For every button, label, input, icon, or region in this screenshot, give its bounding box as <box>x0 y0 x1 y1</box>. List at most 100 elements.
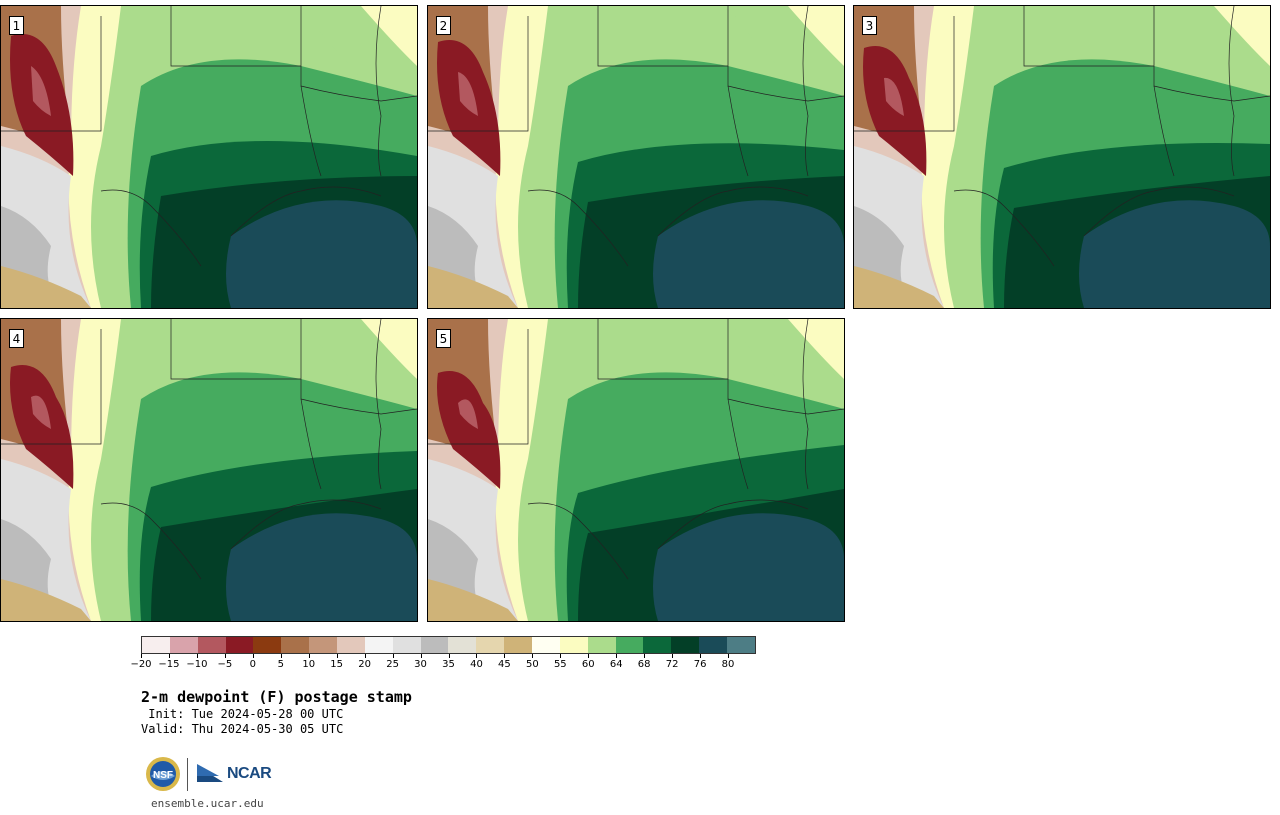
colorbar-tick <box>336 654 338 658</box>
colorbar-tick <box>224 654 226 658</box>
colorbar-tick <box>476 654 478 658</box>
nsf-logo-text: NSF <box>153 770 173 781</box>
colorbar-tick-label: 50 <box>525 659 539 670</box>
state-border <box>428 16 529 132</box>
colorbar-tick <box>448 654 450 658</box>
region-west-rose <box>884 77 904 116</box>
region-ne-dry <box>788 319 844 379</box>
region-ne-dry <box>1214 6 1270 66</box>
colorbar-tick <box>141 654 142 658</box>
coastline <box>657 186 809 237</box>
colorbar-tick <box>700 654 702 658</box>
state-border <box>802 6 809 177</box>
panel-number-label: 2 <box>436 16 451 35</box>
dewpoint-map <box>428 6 844 308</box>
ensemble-member-map-5: 5 <box>427 318 845 622</box>
state-border <box>1228 6 1235 177</box>
region-ne-dry <box>788 6 844 66</box>
state-border <box>727 85 749 177</box>
colorbar-tick-labels: −20 −15 −10 −5 0 5 10 15 20 25 30 35 40 45 50 55 60 64 68 7… <box>130 654 756 674</box>
colorbar-tick-label: 76 <box>693 659 707 670</box>
colorbar-bin <box>615 637 644 653</box>
panel-number-label: 4 <box>9 329 24 348</box>
colorbar-tick <box>364 654 366 658</box>
colorbar-tick <box>280 654 282 658</box>
ensemble-member-map-3: 3 <box>853 5 1271 309</box>
dewpoint-map <box>428 319 844 621</box>
colorbar-bin <box>337 637 365 653</box>
region-gulf <box>226 200 417 308</box>
colorbar-tick-label: 40 <box>470 659 483 670</box>
dewpoint-map <box>1 319 417 621</box>
colorbar-bin <box>587 637 616 653</box>
ncar-swoosh-icon <box>197 764 223 782</box>
colorbar-bin <box>727 637 755 653</box>
region-west-khaki <box>1 266 91 308</box>
region-gulf <box>1079 200 1270 308</box>
init-time: Init: Tue 2024-05-28 00 UTC <box>141 707 344 721</box>
colorbar-tick <box>728 654 730 658</box>
coastline <box>657 499 809 550</box>
region-west-khaki <box>428 266 518 308</box>
colorbar-tick <box>672 654 674 658</box>
colorbar-tick-label: 64 <box>609 659 623 670</box>
panel-number-label: 5 <box>436 329 451 348</box>
ncar-logo: NCAR <box>197 762 272 786</box>
colorbar-tick-label: 30 <box>414 659 427 670</box>
nsf-logo: NSF <box>146 757 180 791</box>
ncar-logo-text: NCAR <box>227 765 272 782</box>
colorbar-tick <box>308 654 310 658</box>
colorbar-tick-label: 68 <box>637 659 651 670</box>
colorbar-bin <box>671 637 700 653</box>
colorbar-tick-label: −20 <box>130 659 152 670</box>
colorbar-tick <box>420 654 422 658</box>
coastline <box>1083 186 1235 237</box>
region-west-maroon <box>10 365 74 489</box>
plot-title: 2-m dewpoint (F) postage stamp <box>141 688 412 706</box>
colorbar-bin <box>281 637 310 653</box>
state-border <box>100 189 202 267</box>
valid-time: Valid: Thu 2024-05-30 05 UTC <box>141 722 344 736</box>
colorbar-bin <box>448 637 477 653</box>
colorbar-bin <box>559 637 588 653</box>
colorbar-tick-label: 15 <box>330 659 344 670</box>
region-ne-dry <box>361 6 417 66</box>
colorbar-bin <box>476 637 505 653</box>
region-gulf <box>226 513 417 621</box>
coastline <box>230 499 382 550</box>
state-border <box>300 85 322 177</box>
state-border <box>727 398 749 490</box>
colorbar-tick-label: −5 <box>217 659 233 670</box>
region-west-maroon <box>863 46 927 176</box>
colorbar-tick <box>504 654 506 658</box>
region-west-khaki <box>854 266 944 308</box>
colorbar-bin <box>253 637 282 653</box>
state-border <box>854 16 955 132</box>
colorbar-tick-label: 60 <box>581 659 595 670</box>
state-border <box>1023 6 1155 67</box>
dewpoint-map <box>854 6 1270 308</box>
colorbar-bin <box>699 637 728 653</box>
region-ne-dry <box>361 319 417 379</box>
region-west-rose <box>458 399 478 429</box>
colorbar-bin <box>142 637 170 653</box>
colorbar-bin <box>197 637 226 653</box>
state-border <box>170 319 302 380</box>
state-border <box>1153 85 1175 177</box>
colorbar-tick-label: 10 <box>302 659 316 670</box>
state-border <box>100 502 202 580</box>
panel-number-label: 3 <box>862 16 877 35</box>
colorbar-tick-label: 35 <box>442 659 455 670</box>
colorbar-bin <box>504 637 533 653</box>
colorbar-tick <box>532 654 534 658</box>
dewpoint-map <box>1 6 417 308</box>
state-border <box>953 189 1055 267</box>
state-border <box>300 398 322 490</box>
colorbar-tick <box>588 654 590 658</box>
state-border <box>802 319 809 490</box>
state-border <box>428 329 529 445</box>
colorbar-bin <box>643 637 672 653</box>
colorbar-tick <box>560 654 562 658</box>
ensemble-member-map-1: 1 <box>0 5 418 309</box>
colorbar-tick <box>644 654 646 658</box>
